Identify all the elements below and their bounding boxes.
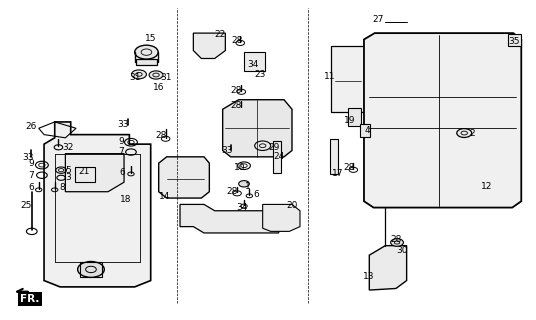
Text: 16: 16 — [153, 83, 165, 92]
Text: 11: 11 — [324, 72, 336, 81]
Polygon shape — [222, 100, 292, 157]
Circle shape — [135, 45, 158, 59]
Bar — [244, 52, 265, 71]
Text: 26: 26 — [25, 122, 37, 131]
Text: FR.: FR. — [20, 294, 40, 304]
Text: 30: 30 — [396, 246, 407, 255]
Text: 33: 33 — [221, 146, 233, 155]
Text: 28: 28 — [230, 86, 242, 95]
Text: 28: 28 — [344, 163, 355, 172]
Circle shape — [391, 239, 404, 246]
Bar — [273, 141, 281, 173]
Text: 34: 34 — [236, 203, 248, 212]
Text: 2: 2 — [470, 129, 475, 138]
Circle shape — [255, 141, 271, 150]
Text: 17: 17 — [332, 169, 344, 178]
Text: 23: 23 — [255, 70, 266, 79]
Text: 3: 3 — [65, 173, 71, 182]
Text: 28: 28 — [230, 101, 242, 110]
Text: 28: 28 — [232, 36, 243, 45]
Text: 35: 35 — [508, 37, 519, 46]
Text: 15: 15 — [145, 34, 157, 43]
Polygon shape — [44, 122, 151, 287]
Text: 4: 4 — [365, 126, 371, 135]
Bar — [348, 108, 361, 126]
Text: 5: 5 — [65, 166, 71, 175]
Text: 31: 31 — [129, 73, 141, 82]
Bar — [330, 140, 338, 174]
Text: 6: 6 — [120, 168, 125, 177]
Polygon shape — [263, 204, 300, 231]
Text: 28: 28 — [155, 131, 166, 140]
Circle shape — [457, 129, 472, 138]
Text: 19: 19 — [344, 116, 355, 125]
Text: 27: 27 — [372, 15, 383, 24]
Polygon shape — [364, 33, 522, 208]
Text: 13: 13 — [363, 272, 375, 281]
Text: 6: 6 — [28, 183, 34, 192]
Text: 25: 25 — [20, 201, 32, 210]
Text: 7: 7 — [28, 171, 34, 180]
Circle shape — [78, 261, 105, 277]
Polygon shape — [331, 46, 364, 112]
Polygon shape — [369, 246, 407, 290]
Text: 8: 8 — [59, 183, 65, 192]
Text: 10: 10 — [234, 163, 246, 172]
Text: 24: 24 — [273, 152, 285, 161]
Polygon shape — [193, 33, 225, 59]
Text: 32: 32 — [63, 143, 74, 152]
Text: 28: 28 — [391, 236, 402, 244]
Bar — [80, 261, 102, 277]
Bar — [360, 124, 370, 137]
Text: 22: 22 — [215, 30, 226, 39]
Bar — [508, 34, 522, 46]
Polygon shape — [65, 154, 124, 192]
Text: 9: 9 — [28, 159, 34, 168]
Text: 28: 28 — [226, 187, 238, 196]
Circle shape — [149, 71, 163, 79]
Text: 33: 33 — [117, 120, 129, 129]
Bar — [75, 167, 95, 182]
Text: 1: 1 — [245, 182, 251, 191]
Text: 20: 20 — [287, 201, 298, 210]
Polygon shape — [180, 204, 279, 233]
Text: 12: 12 — [481, 181, 493, 190]
Text: 7: 7 — [118, 147, 124, 156]
Circle shape — [239, 180, 249, 187]
Text: 31: 31 — [160, 73, 172, 82]
Circle shape — [131, 70, 146, 79]
Text: 34: 34 — [248, 60, 259, 69]
Text: 29: 29 — [268, 143, 279, 152]
Text: 14: 14 — [159, 192, 170, 201]
Bar — [136, 59, 157, 65]
Text: 6: 6 — [253, 190, 259, 199]
Text: 33: 33 — [23, 153, 34, 162]
Polygon shape — [159, 157, 210, 198]
Text: 21: 21 — [79, 167, 90, 176]
Text: 9: 9 — [118, 137, 124, 146]
Text: 18: 18 — [120, 195, 131, 204]
